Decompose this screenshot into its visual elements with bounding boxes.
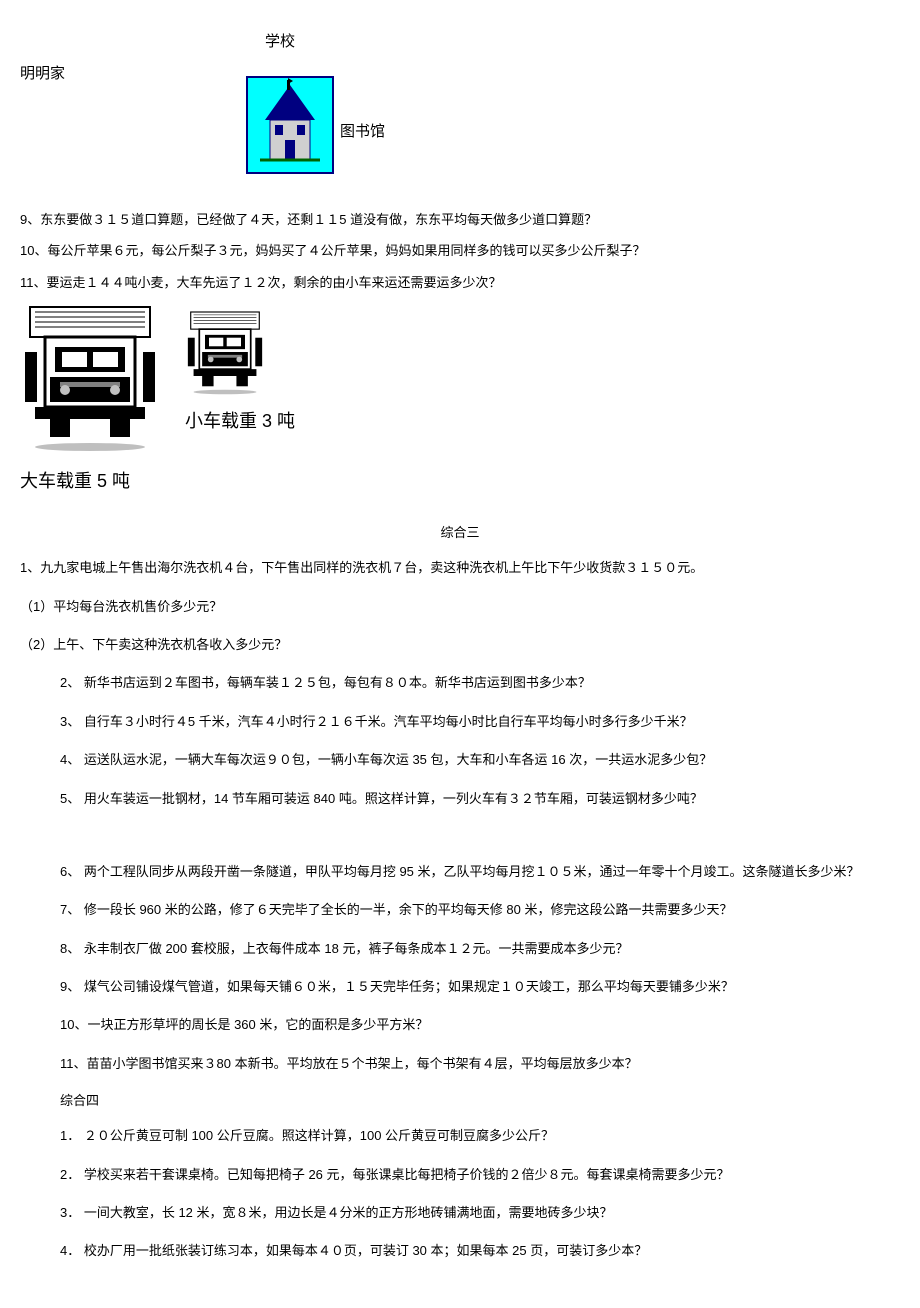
section-4-title: 综合四 [60,1090,900,1109]
s3-q7: 7、 修一段长 960 米的公路，修了６天完毕了全长的一半，余下的平均每天修 8… [60,898,900,921]
library-label: 图书馆 [340,120,385,141]
truck-diagram: 小车载重 3 吨 大车载重 5 吨 [20,302,900,502]
question-10: 10、每公斤苹果６元，每公斤梨子３元，妈妈买了４公斤苹果，妈妈如果用同样多的钱可… [20,239,900,262]
school-label: 学校 [265,30,295,51]
small-truck-icon [185,302,265,402]
s4-q1: 1． ２０公斤黄豆可制 100 公斤豆腐。照这样计算，100 公斤黄豆可制豆腐多… [60,1124,900,1147]
s3-q1b: （2）上午、下午卖这种洗衣机各收入多少元？ [20,633,900,656]
s3-q9: 9、 煤气公司铺设煤气管道，如果每天铺６０米，１５天完毕任务；如果规定１０天竣工… [60,975,900,998]
small-truck-label: 小车载重 3 吨 [185,407,295,433]
s3-q1: 1、九九家电城上午售出海尔洗衣机４台，下午售出同样的洗衣机７台，卖这种洗衣机上午… [20,556,900,579]
big-truck-label: 大车载重 5 吨 [20,467,130,493]
s3-q1a: （1）平均每台洗衣机售价多少元？ [20,595,900,618]
s3-q4: 4、 运送队运水泥，一辆大车每次运９０包，一辆小车每次运 35 包，大车和小车各… [60,748,900,771]
s4-q2: 2． 学校买来若干套课桌椅。已知每把椅子 26 元，每张课桌比每把椅子价钱的２倍… [60,1163,900,1186]
s4-q3: 3． 一间大教室，长 12 米，宽８米，用边长是４分米的正方形地砖铺满地面，需要… [60,1201,900,1224]
s3-q6: 6、 两个工程队同步从两段开凿一条隧道，甲队平均每月挖 95 米，乙队平均每月挖… [60,860,900,883]
s3-q10: 10、一块正方形草坪的周长是 360 米，它的面积是多少平方米？ [60,1013,900,1036]
s3-q11: 11、苗苗小学图书馆买来３80 本新书。平均放在５个书架上，每个书架有４层，平均… [60,1052,900,1075]
s3-q2: 2、 新华书店运到２车图书，每辆车装１２５包，每包有８０本。新华书店运到图书多少… [60,671,900,694]
question-9: 9、东东要做３１５道口算题，已经做了４天，还剩１１5 道没有做，东东平均每天做多… [20,208,900,231]
home-label: 明明家 [20,62,65,83]
s3-q8: 8、 永丰制衣厂做 200 套校服，上衣每件成本 18 元，裤子每条成本１２元。… [60,937,900,960]
s4-q4: 4． 校办厂用一批纸张装订练习本，如果每本４０页，可装订 30 本；如果每本 2… [60,1239,900,1262]
section-3-title: 综合三 [20,522,900,541]
big-truck-icon [20,302,160,452]
s3-q5: 5、 用火车装运一批钢材，14 节车厢可装运 840 吨。照这样计算，一列火车有… [60,787,900,810]
top-diagram: 明明家 学校 图书馆 [20,30,900,200]
library-building-icon [245,75,335,175]
s3-q3: 3、 自行车３小时行４5 千米，汽车４小时行２１６千米。汽车平均每小时比自行车平… [60,710,900,733]
question-11: 11、要运走１４４吨小麦，大车先运了１２次，剩余的由小车来运还需要运多少次？ [20,271,900,294]
